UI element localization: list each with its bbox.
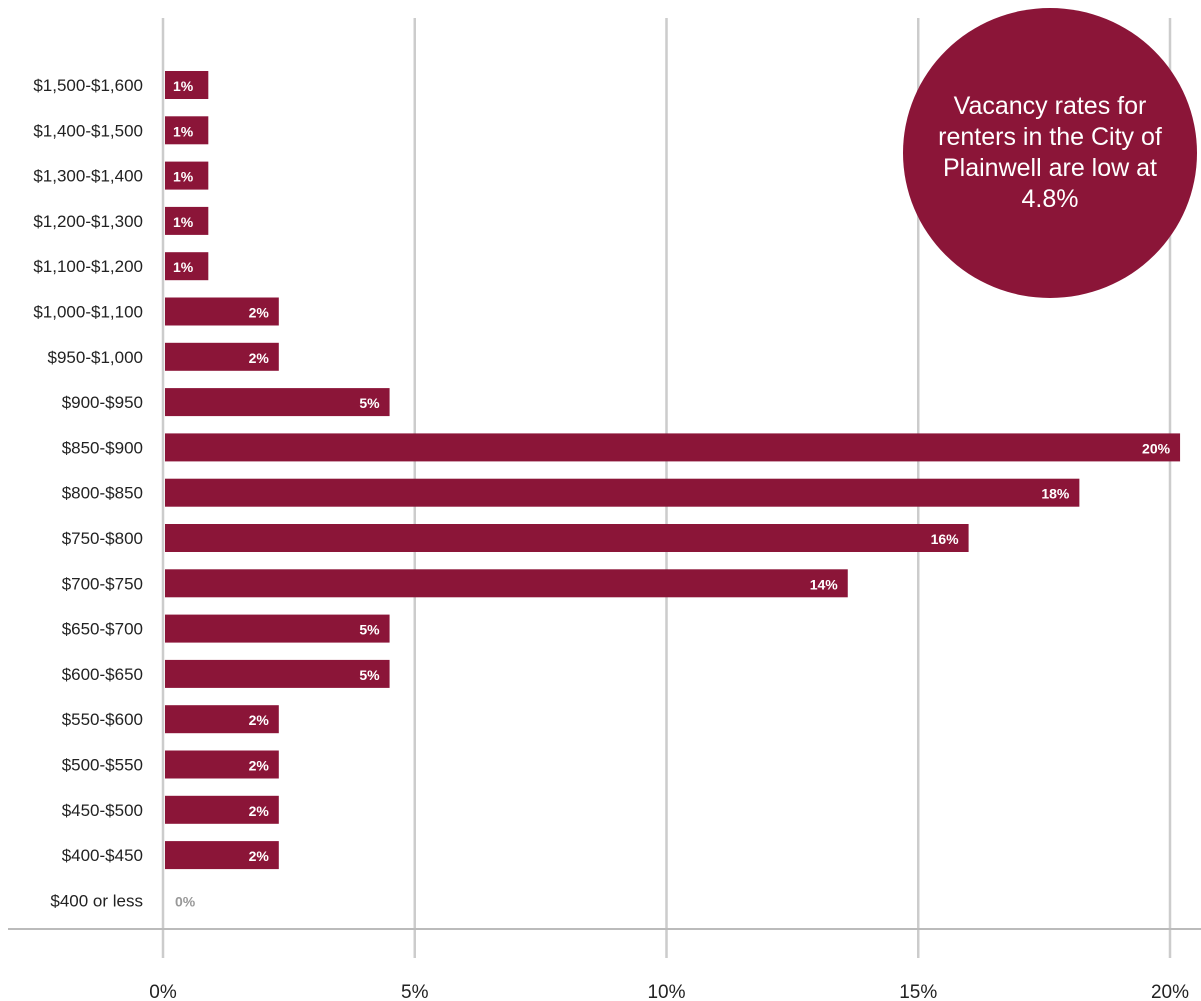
data-label: 20% bbox=[1142, 440, 1171, 456]
bar bbox=[165, 252, 209, 281]
bar bbox=[165, 342, 279, 371]
category-label: $1,200-$1,300 bbox=[33, 212, 143, 231]
data-label: 1% bbox=[173, 78, 194, 94]
x-tick-label: 15% bbox=[899, 982, 937, 1001]
data-label: 2% bbox=[249, 350, 270, 366]
category-label: $1,400-$1,500 bbox=[33, 121, 143, 140]
bar bbox=[165, 116, 209, 145]
data-label: 1% bbox=[173, 259, 194, 275]
data-label: 1% bbox=[173, 169, 194, 185]
data-labels: 1% 1% 1% 1% 1% 2% 2% 5% 20% 18% 16% 14% 5% 5% 2% 2% 2% 2%… bbox=[173, 78, 1171, 909]
bar bbox=[165, 569, 848, 598]
category-label: $800-$850 bbox=[62, 484, 143, 503]
data-label: 1% bbox=[173, 214, 194, 230]
category-label: $850-$900 bbox=[62, 438, 143, 457]
data-label: 5% bbox=[359, 622, 380, 638]
data-label: 2% bbox=[249, 848, 270, 864]
x-axis-tick-labels: 0% 5% 10% 15% 20% bbox=[149, 982, 1189, 1001]
category-label: $1,100-$1,200 bbox=[33, 257, 143, 276]
bars bbox=[165, 71, 1181, 870]
data-label: 2% bbox=[249, 803, 270, 819]
bar bbox=[165, 206, 209, 235]
data-label: 18% bbox=[1041, 486, 1070, 502]
bar bbox=[165, 705, 279, 734]
vacancy-callout: Vacancy rates for renters in the City of… bbox=[903, 8, 1197, 298]
bar bbox=[165, 297, 279, 326]
bar bbox=[165, 71, 209, 99]
data-label: 14% bbox=[810, 576, 839, 592]
data-label: 16% bbox=[931, 531, 960, 547]
data-label: 5% bbox=[359, 395, 380, 411]
x-tick-label: 10% bbox=[647, 982, 685, 1001]
bar bbox=[165, 478, 1080, 507]
category-label: $550-$600 bbox=[62, 710, 143, 729]
bar bbox=[165, 388, 390, 417]
x-tick-label: 5% bbox=[401, 982, 429, 1001]
category-label: $400-$450 bbox=[62, 846, 143, 865]
category-label: $500-$550 bbox=[62, 756, 143, 775]
category-label: $400 or less bbox=[50, 891, 143, 910]
bar bbox=[165, 161, 209, 190]
vacancy-callout-text: Vacancy rates for renters in the City of… bbox=[938, 92, 1162, 213]
category-label: $1,500-$1,600 bbox=[33, 76, 143, 95]
bar bbox=[165, 750, 279, 779]
x-tick-label: 0% bbox=[149, 982, 177, 1001]
category-label: $1,300-$1,400 bbox=[33, 167, 143, 186]
bar bbox=[165, 659, 390, 688]
bar bbox=[165, 524, 969, 552]
bar bbox=[165, 614, 390, 643]
bar bbox=[165, 795, 279, 824]
category-label: $450-$500 bbox=[62, 801, 143, 820]
data-label: 1% bbox=[173, 123, 194, 139]
data-label: 0% bbox=[175, 893, 196, 909]
category-label: $950-$1,000 bbox=[48, 348, 143, 367]
data-label: 2% bbox=[249, 758, 270, 774]
bar bbox=[165, 433, 1181, 462]
category-label: $1,000-$1,100 bbox=[33, 303, 143, 322]
category-label: $600-$650 bbox=[62, 665, 143, 684]
bar bbox=[165, 841, 279, 870]
data-label: 5% bbox=[359, 667, 380, 683]
data-label: 2% bbox=[249, 305, 270, 321]
category-label: $650-$700 bbox=[62, 620, 143, 639]
category-labels: $1,500-$1,600 $1,400-$1,500 $1,300-$1,400 $… bbox=[33, 76, 143, 910]
data-label: 2% bbox=[249, 712, 270, 728]
category-label: $900-$950 bbox=[62, 393, 143, 412]
category-label: $700-$750 bbox=[62, 574, 143, 593]
category-label: $750-$800 bbox=[62, 529, 143, 548]
x-tick-label: 20% bbox=[1151, 982, 1189, 1001]
